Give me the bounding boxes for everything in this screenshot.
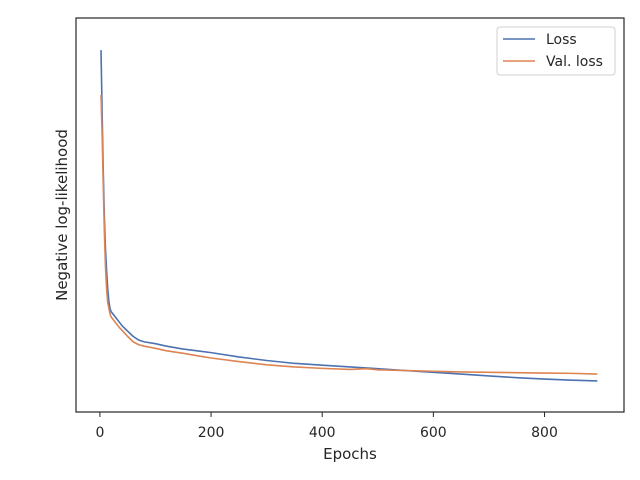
x-tick-label: 0 xyxy=(95,425,104,441)
x-tick-label: 600 xyxy=(420,425,447,441)
legend: Loss Val. loss xyxy=(496,26,616,76)
x-axis-label: Epochs xyxy=(323,445,377,463)
plot-area xyxy=(100,50,598,382)
legend-label-val-loss: Val. loss xyxy=(546,54,603,70)
x-tick-label: 400 xyxy=(309,425,336,441)
plot-frame xyxy=(75,17,625,413)
y-axis-label: Negative log-likelihood xyxy=(53,129,71,301)
series-line-loss xyxy=(100,50,598,382)
legend-label-loss: Loss xyxy=(546,32,577,48)
series-line-val-loss xyxy=(100,94,598,375)
x-tick-label: 800 xyxy=(531,425,558,441)
x-axis-ticks: 0 200 400 600 800 xyxy=(95,412,558,441)
x-tick-label: 200 xyxy=(198,425,225,441)
